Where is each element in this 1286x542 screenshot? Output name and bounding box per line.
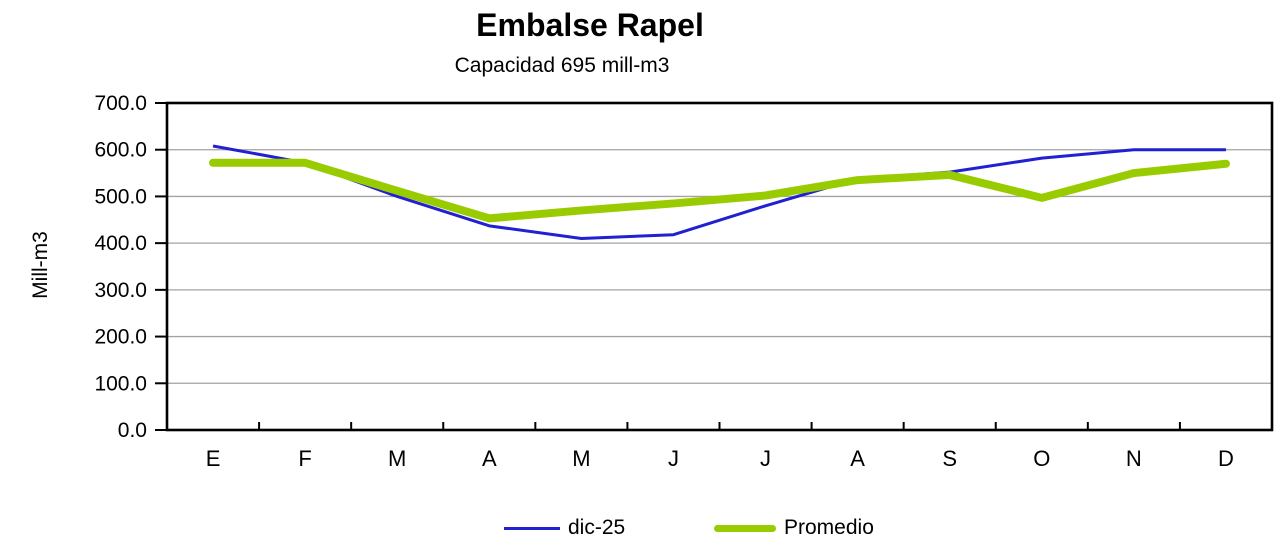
y-tick-label: 200.0 [94, 326, 147, 349]
legend-line-swatch-promedio-icon [714, 524, 776, 532]
x-tick-label: A [482, 446, 497, 471]
x-tick-label: J [760, 446, 771, 471]
x-tick-label: E [206, 446, 221, 471]
legend-label: Promedio [784, 516, 874, 539]
x-tick-label: S [942, 446, 957, 471]
legend: dic-25 Promedio [0, 514, 1286, 542]
y-tick-label: 0.0 [118, 419, 147, 442]
legend-item-promedio: Promedio [714, 514, 874, 542]
x-tick-label: M [572, 446, 590, 471]
x-tick-label: O [1033, 446, 1050, 471]
x-tick-label: A [850, 446, 865, 471]
y-tick-label: 300.0 [94, 279, 147, 302]
series-line-dic-25 [212, 144, 1226, 240]
x-tick-label: F [298, 446, 311, 471]
legend-line-swatch-dic25-icon [504, 526, 560, 530]
y-tick-label: 100.0 [94, 372, 147, 395]
y-tick-label: 600.0 [94, 139, 147, 162]
legend-label: dic-25 [568, 516, 626, 539]
y-tick-label: 400.0 [94, 232, 147, 255]
chart-title: Embalse Rapel [476, 7, 704, 43]
x-tick-label: J [668, 446, 679, 471]
chart-subtitle: Capacidad 695 mill-m3 [454, 54, 670, 77]
x-tick-label: N [1126, 446, 1142, 471]
legend-item-dic25: dic-25 [504, 514, 625, 542]
series-line-Promedio [209, 158, 1230, 223]
x-tick-label: M [388, 446, 406, 471]
y-tick-label: 500.0 [94, 185, 147, 208]
x-tick-label: D [1218, 446, 1234, 471]
y-tick-label: 700.0 [94, 92, 147, 115]
